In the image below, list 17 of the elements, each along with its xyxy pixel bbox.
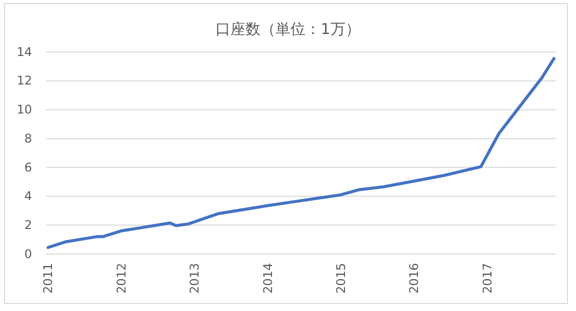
x-tick-label: 2012 bbox=[114, 263, 128, 294]
y-tick-label: 6 bbox=[24, 160, 32, 174]
y-tick-label: 8 bbox=[24, 131, 32, 146]
x-tick-label: 2011 bbox=[41, 263, 56, 294]
x-tick-label: 2016 bbox=[406, 263, 421, 294]
y-tick-label: 10 bbox=[16, 102, 32, 117]
x-tick-label: 2013 bbox=[188, 263, 202, 294]
x-tick-label: 2017 bbox=[480, 263, 494, 294]
y-tick-label: 2 bbox=[24, 218, 32, 232]
chart-title: 口座数（単位：1万） bbox=[216, 20, 360, 38]
y-tick-label: 0 bbox=[24, 246, 32, 261]
line-series bbox=[46, 56, 556, 250]
x-tick-label: 2015 bbox=[334, 263, 348, 294]
y-tick-label: 12 bbox=[16, 74, 32, 88]
y-tick-label: 4 bbox=[24, 189, 32, 204]
x-tick-label: 2014 bbox=[260, 263, 275, 294]
y-tick-label: 14 bbox=[16, 44, 32, 59]
